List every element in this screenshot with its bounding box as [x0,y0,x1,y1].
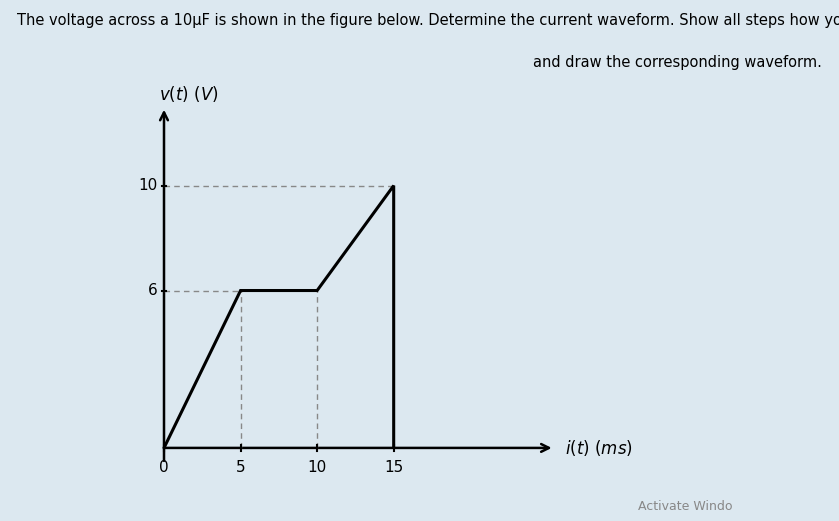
Text: 5: 5 [236,460,245,475]
Text: 10: 10 [138,178,158,193]
Text: $v(t)\ (V)$: $v(t)\ (V)$ [159,84,219,104]
Text: Activate Windo: Activate Windo [638,500,732,513]
Text: 15: 15 [384,460,404,475]
Text: 10: 10 [308,460,326,475]
Text: 6: 6 [149,283,158,298]
Text: 0: 0 [159,460,169,475]
Text: The voltage across a 10μF is shown in the figure below. Determine the current wa: The voltage across a 10μF is shown in th… [17,13,839,28]
Text: $i(t)\ (ms)$: $i(t)\ (ms)$ [565,438,633,458]
Text: and draw the corresponding waveform.: and draw the corresponding waveform. [534,55,822,70]
